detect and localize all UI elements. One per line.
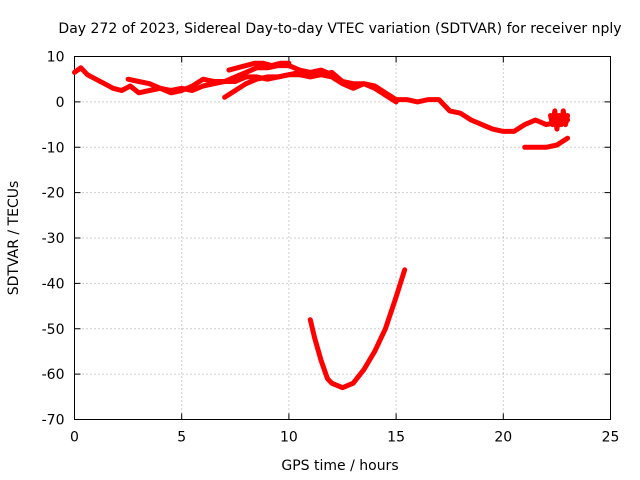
ticks: 0 5 10 15 20 25 10 0 -10 -20 -30 -40 -50 -60 -70 <box>42 50 620 446</box>
y-tick-label: -40 <box>42 276 65 292</box>
series-mid-trace <box>222 69 399 105</box>
series-upper-trace <box>125 63 335 96</box>
y-tick-label: -10 <box>42 140 65 156</box>
series-late-spikes <box>548 108 571 132</box>
series-group <box>72 60 571 391</box>
x-tick-label: 0 <box>70 430 79 446</box>
y-axis-label: SDTVAR / TECUs <box>6 181 22 296</box>
x-tick-label: 15 <box>387 430 405 446</box>
y-tick-label: -60 <box>42 367 65 383</box>
series-deep-arc <box>307 267 408 391</box>
y-tick-label: -30 <box>42 231 65 247</box>
y-tick-label: -50 <box>42 322 65 338</box>
chart-title: Day 272 of 2023, Sidereal Day-to-day VTE… <box>58 21 621 37</box>
grid <box>74 56 611 420</box>
y-tick-label: 10 <box>47 50 65 66</box>
series-arc-early <box>226 60 292 73</box>
y-tick-label: -70 <box>42 413 65 429</box>
y-tick-label: 0 <box>56 95 65 111</box>
y-tick-label: -20 <box>42 186 65 202</box>
x-axis-label: GPS time / hours <box>281 458 398 474</box>
x-tick-label: 10 <box>280 430 298 446</box>
x-tick-label: 25 <box>602 430 620 446</box>
series-main-trace <box>72 65 571 134</box>
x-tick-label: 5 <box>177 430 186 446</box>
series-late-segment <box>522 135 571 150</box>
x-tick-label: 20 <box>494 430 512 446</box>
